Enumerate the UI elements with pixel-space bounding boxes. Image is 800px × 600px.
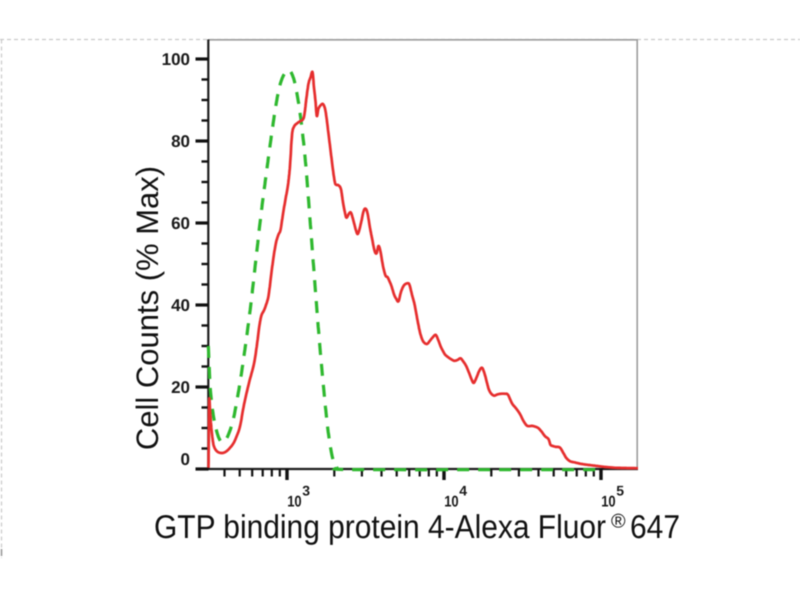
- svg-text:4: 4: [459, 483, 467, 499]
- svg-text:3: 3: [302, 483, 310, 499]
- svg-text:647: 647: [630, 508, 680, 545]
- svg-text:5: 5: [616, 483, 624, 499]
- svg-text:80: 80: [171, 132, 190, 151]
- svg-text:20: 20: [171, 378, 190, 397]
- svg-text:®: ®: [611, 511, 626, 533]
- svg-text:40: 40: [171, 296, 190, 315]
- svg-text:0: 0: [181, 450, 190, 469]
- svg-text:100: 100: [162, 50, 190, 69]
- svg-text:GTP binding protein 4-Alexa Fl: GTP binding protein 4-Alexa Fluor: [154, 508, 606, 545]
- svg-text:10: 10: [601, 494, 616, 511]
- svg-text:Cell Counts (% Max): Cell Counts (% Max): [130, 166, 165, 450]
- svg-text:60: 60: [171, 214, 190, 233]
- svg-text:10: 10: [444, 494, 459, 511]
- svg-text:10: 10: [287, 494, 302, 511]
